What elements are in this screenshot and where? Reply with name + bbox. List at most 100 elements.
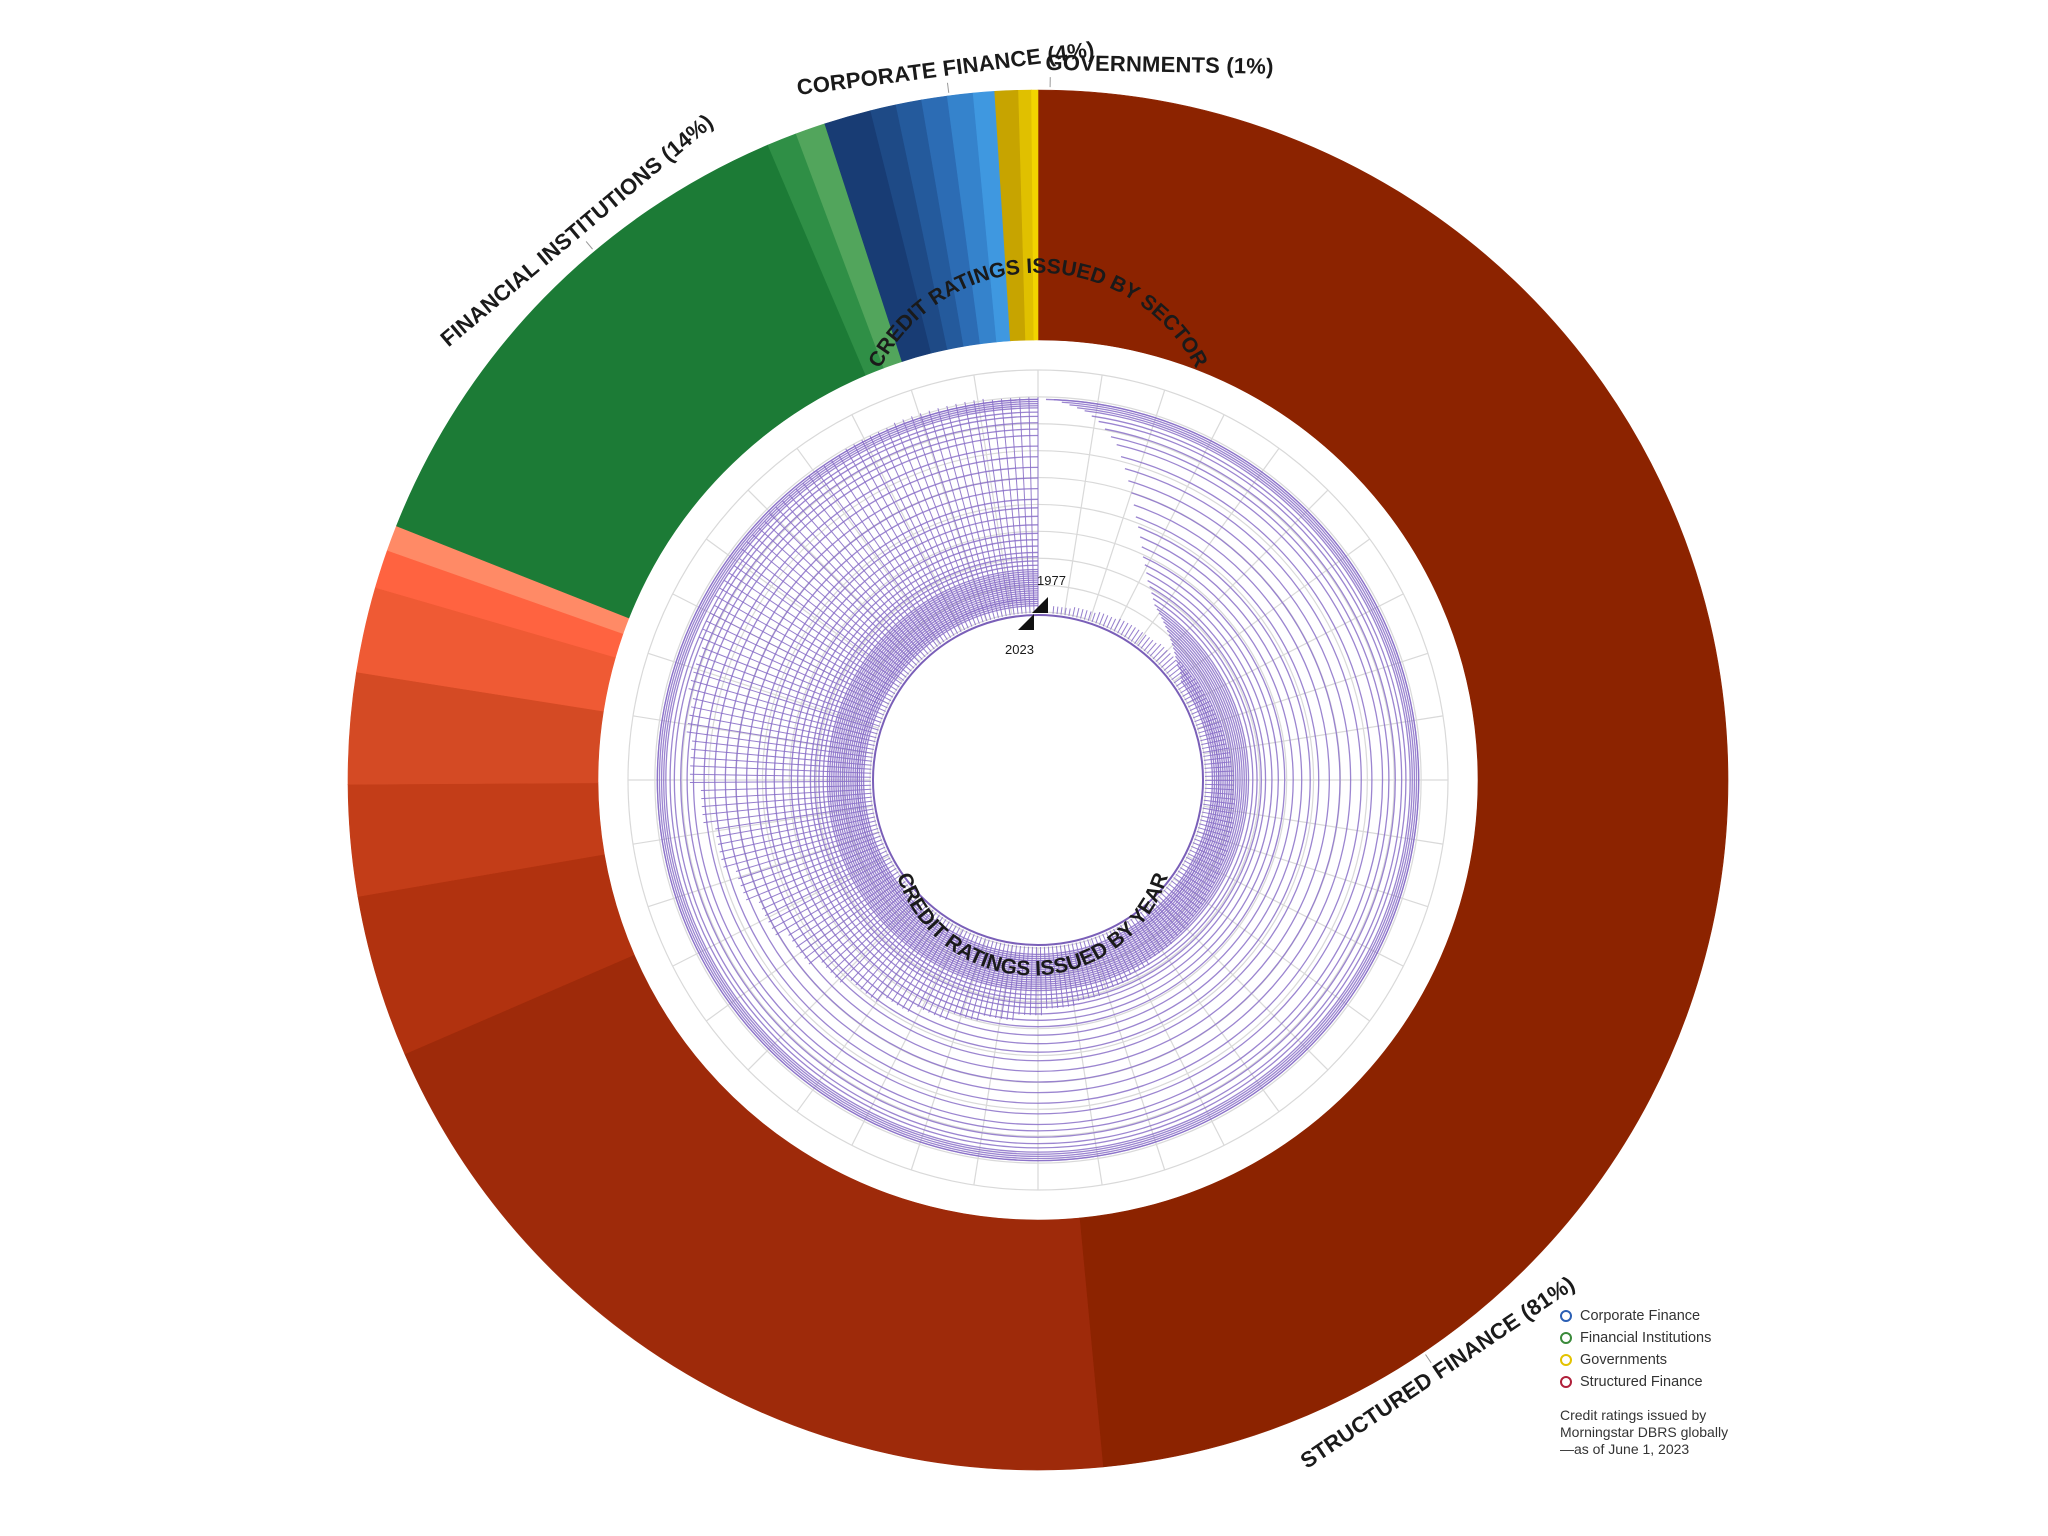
year-bar-stroke (973, 400, 1011, 616)
year-bar-stroke (989, 943, 1006, 1018)
legend-label: Financial Institutions (1580, 1330, 1712, 1346)
year-bar-stroke (690, 706, 875, 747)
year-bar-stroke (689, 773, 872, 778)
year-bar-stroke (1204, 795, 1236, 800)
year-bar-stroke (891, 919, 947, 1003)
donut-segment-structured-finance-0 (1037, 89, 1729, 1468)
year-bar-stroke (922, 929, 964, 1011)
year-bar-stroke (1117, 620, 1125, 634)
sector-label-tick (585, 241, 593, 250)
year-bar-stroke (875, 914, 940, 1002)
year-bar-stroke (703, 800, 873, 824)
year-bar-stroke (1163, 889, 1195, 917)
year-bar-stroke (886, 428, 973, 627)
year-bar-stroke (775, 506, 923, 660)
year-bar-2018 (663, 405, 1413, 1155)
year-bar-stroke (964, 401, 1007, 617)
year-bar-stroke (1146, 906, 1175, 940)
year-bar-stroke (1012, 946, 1022, 1021)
year-bar-stroke (1067, 944, 1080, 1001)
year-bar-stroke (1187, 853, 1221, 870)
year-bar-stroke (1183, 860, 1218, 880)
year-bar-stroke (1204, 770, 1235, 773)
year-bar-stroke (815, 470, 942, 645)
year-bar-stroke (764, 853, 889, 917)
year-bar-stroke (710, 612, 890, 705)
year-bar-stroke (745, 843, 884, 901)
year-bar-stroke (1202, 747, 1230, 753)
year-bar-stroke (1006, 945, 1018, 1020)
year-bar-stroke (1000, 944, 1014, 1020)
year-bar-stroke (886, 916, 944, 999)
year-bar-stroke (1195, 834, 1228, 847)
year-bar-stroke (1201, 738, 1226, 746)
year-bar-stroke (795, 488, 932, 652)
year-bar-stroke (834, 896, 919, 978)
year-bar-stroke (911, 416, 984, 623)
year-bar-stroke (1199, 823, 1232, 833)
year-bar-stroke (693, 671, 879, 731)
year-bar-stroke (1200, 734, 1225, 742)
year-bar-stroke (792, 871, 899, 942)
year-bar-stroke (1000, 398, 1023, 614)
donut-segment-financial-institutions-0 (396, 144, 867, 619)
year-bar-stroke (1203, 752, 1231, 757)
year-bar-stroke (1173, 877, 1207, 902)
year-bar-stroke (1094, 936, 1114, 987)
legend-label: Governments (1580, 1352, 1668, 1368)
year-bar-1995 (826, 568, 1250, 992)
sector-label-tick (1425, 1354, 1432, 1364)
legend-item-financial-institutions: Financial Institutions (1560, 1327, 1790, 1349)
year-bar-stroke (690, 757, 872, 770)
year-bar-stroke (928, 410, 992, 620)
year-bar-stroke (902, 923, 954, 1009)
year-bar-stroke (689, 780, 872, 784)
year-bar-2009 (724, 466, 1352, 1094)
year-bar-stroke (700, 784, 872, 792)
year-bar-1991 (835, 577, 1241, 983)
year-bar-stroke (1155, 898, 1186, 930)
year-bar-stroke (1204, 775, 1235, 777)
year-bar-stroke (1087, 611, 1092, 621)
year-bar-stroke (788, 494, 929, 655)
year-bar-1977 (862, 604, 1213, 956)
year-bar-stroke (1194, 838, 1228, 852)
year-bar-stroke (1113, 618, 1121, 632)
year-bar-stroke (1149, 903, 1179, 936)
year-bar-stroke (782, 500, 926, 658)
legend-label: Corporate Finance (1580, 1308, 1701, 1324)
year-bar-stroke (830, 460, 948, 641)
year-bar-stroke (1140, 637, 1150, 649)
year-bar-2010 (714, 456, 1362, 1104)
year-bar-stroke (701, 788, 872, 800)
grid-spoke (1063, 374, 1103, 615)
year-bar-2004 (773, 515, 1303, 1045)
year-bar-stroke (1185, 856, 1220, 876)
year-bar-stroke (738, 557, 905, 681)
year-bar-stroke (896, 921, 950, 1006)
year-bar-stroke (1152, 901, 1182, 933)
year-bar-stroke (702, 796, 872, 816)
year-bar-stroke (1166, 661, 1182, 674)
year-bar-stroke (1204, 791, 1234, 795)
year-bar-stroke (1182, 863, 1216, 884)
year-bar-stroke (1178, 678, 1196, 691)
year-bar-stroke (800, 877, 904, 954)
year-bars-baseline (872, 614, 1204, 946)
year-bar-stroke (1127, 627, 1136, 640)
year-bar-2003 (782, 524, 1294, 1036)
year-bar-stroke (1087, 939, 1104, 991)
year-bar-stroke (1102, 933, 1124, 984)
year-bar-stroke (1124, 624, 1133, 638)
chart-note: Credit ratings issued by Morningstar DBR… (1560, 1407, 1729, 1457)
year-bar-stroke (838, 455, 952, 638)
year-bar-stroke (1155, 649, 1168, 663)
year-bar-stroke (1035, 946, 1037, 1016)
year-bar-2001 (797, 539, 1279, 1021)
year-bar-stroke (802, 482, 935, 650)
year-bar-stroke (1083, 940, 1101, 996)
year-bar-stroke (1179, 867, 1213, 888)
year-bar-stroke (830, 893, 916, 973)
year-bar-stroke (716, 808, 874, 838)
